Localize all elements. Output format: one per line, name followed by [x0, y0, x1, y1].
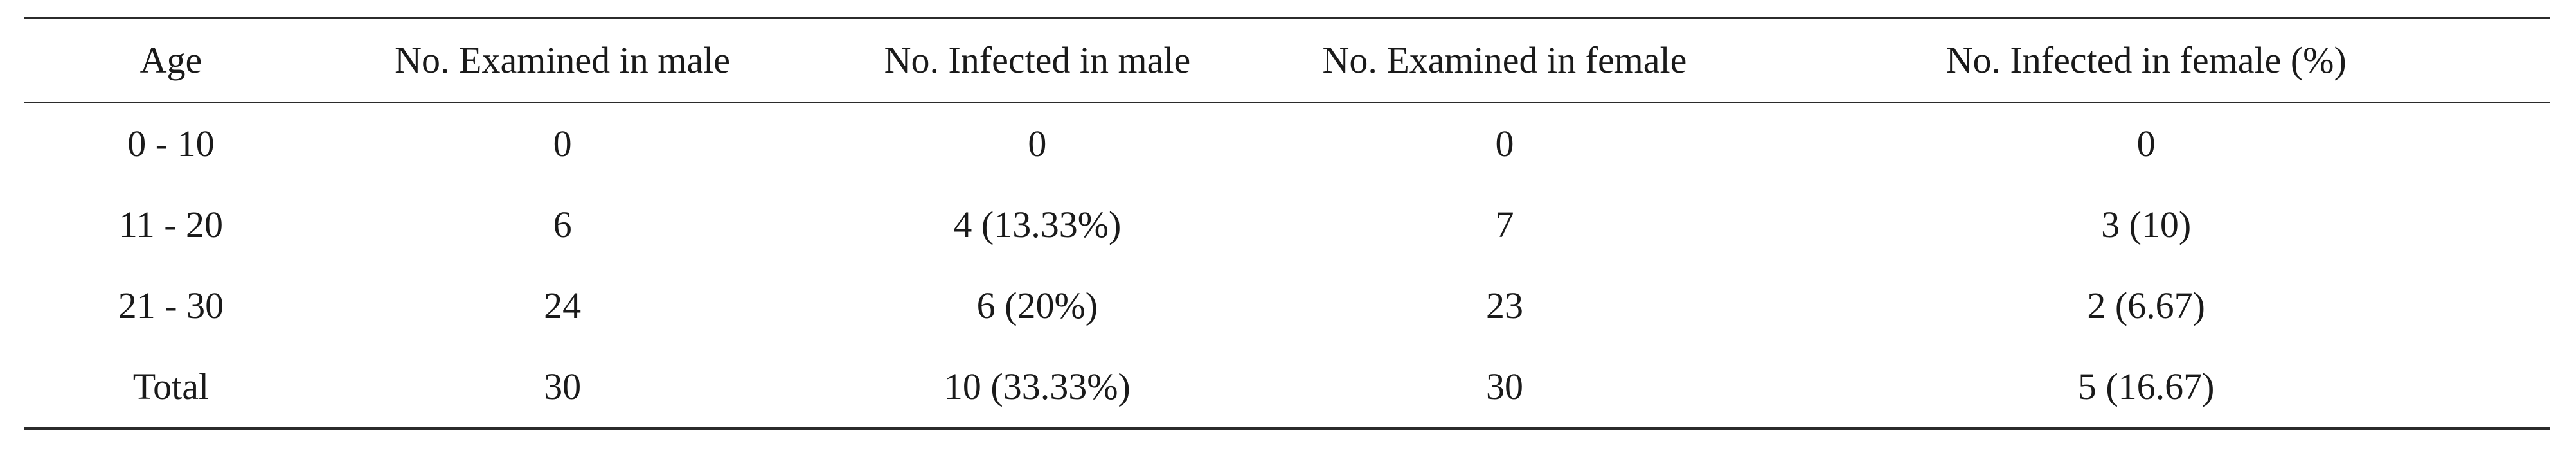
cell-age: 0 - 10: [127, 123, 215, 164]
cell-examined-male: 30: [544, 366, 582, 407]
table-row: 11 - 20 6 4 (13.33%) 7 3 (10): [24, 184, 2550, 265]
cell-infected-male: 6 (20%): [976, 285, 1098, 326]
cell-examined-female: 7: [1495, 204, 1514, 245]
cell-age: 21 - 30: [118, 285, 224, 326]
table-row: 0 - 10 0 0 0 0: [24, 103, 2550, 184]
data-table: Age No. Examined in male No. Infected in…: [24, 17, 2550, 430]
cell-age: Total: [132, 366, 210, 407]
cell-examined-male: 24: [544, 285, 582, 326]
header-infected-male: No. Infected in male: [884, 39, 1191, 81]
header-rule: [24, 102, 2550, 103]
header-examined-male: No. Examined in male: [395, 39, 730, 81]
cell-infected-female: 5 (16.67): [2077, 366, 2215, 407]
bottom-rule: [24, 427, 2550, 430]
infection-table: Age No. Examined in male No. Infected in…: [24, 19, 2550, 102]
header-infected-female: No. Infected in female (%): [1945, 39, 2347, 81]
header-age: Age: [139, 39, 202, 81]
table-row: 21 - 30 24 6 (20%) 23 2 (6.67): [24, 265, 2550, 346]
cell-infected-male: 4 (13.33%): [953, 204, 1122, 245]
table-row-total: Total 30 10 (33.33%) 30 5 (16.67): [24, 346, 2550, 427]
header-examined-female: No. Examined in female: [1322, 39, 1687, 81]
top-rule: [24, 17, 2550, 19]
cell-examined-male: 6: [553, 204, 572, 245]
cell-examined-female: 30: [1485, 366, 1523, 407]
cell-infected-male: 10 (33.33%): [944, 366, 1131, 407]
cell-infected-female: 2 (6.67): [2087, 285, 2205, 326]
header-row: Age No. Examined in male No. Infected in…: [24, 19, 2550, 102]
cell-age: 11 - 20: [118, 204, 224, 245]
cell-examined-female: 23: [1485, 285, 1523, 326]
cell-infected-male: 0: [1028, 123, 1047, 164]
cell-infected-female: 3 (10): [2101, 204, 2192, 245]
cell-infected-female: 0: [2136, 123, 2156, 164]
cell-examined-male: 0: [553, 123, 572, 164]
infection-table-body: 0 - 10 0 0 0 0 11 - 20 6 4 (13.33%) 7 3 …: [24, 103, 2550, 427]
cell-examined-female: 0: [1495, 123, 1514, 164]
